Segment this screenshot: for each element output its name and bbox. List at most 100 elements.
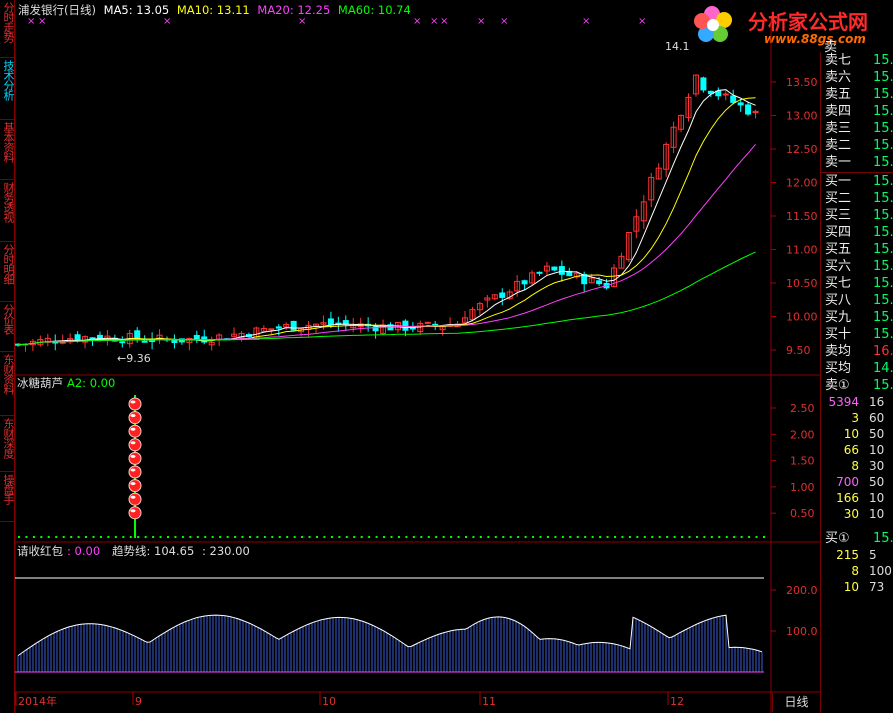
period-button[interactable]: 日线 (772, 693, 820, 712)
candle-body (499, 292, 506, 298)
order-level-label: 卖五 (825, 87, 852, 102)
price-tick-label: 12.00 (786, 177, 818, 190)
ma60-label: MA60: 10.74 (337, 3, 411, 17)
candle-body (231, 333, 238, 337)
side-tab-2[interactable]: 基本资料 (0, 120, 15, 180)
side-tab-0[interactable]: 分时走势 (0, 0, 15, 58)
ind1-dot (293, 536, 296, 538)
order-level-label: 卖① (825, 378, 850, 393)
order-level-price: 15. (873, 138, 893, 153)
order-level-label: 买① (825, 531, 850, 546)
gourd-shine (130, 509, 136, 513)
sell-level-row: 卖三 15. (825, 120, 893, 137)
order-level-label: 买一 (825, 174, 852, 189)
ind1-dot (301, 536, 304, 538)
ind1-tick-label: 2.00 (790, 428, 815, 441)
ind1-dot (494, 536, 497, 538)
side-tab-4[interactable]: 分时明细 (0, 242, 15, 302)
ind1-dot (278, 536, 281, 538)
ind1-dot (308, 536, 311, 538)
ind1-dot (144, 536, 147, 538)
queue-count: 73 (869, 580, 885, 594)
side-tab-8[interactable]: 操盘手 (0, 472, 15, 522)
candle-body (655, 167, 662, 180)
candle-body (469, 309, 476, 321)
ind1-dot (167, 536, 169, 538)
trend-curve (17, 614, 763, 657)
ma10-label: MA10: 13.11 (176, 3, 250, 17)
order-level-label: 买十 (825, 327, 852, 342)
ind1-tick-label: 0.50 (790, 507, 815, 520)
sell-queue-row: 166 10 (821, 490, 893, 506)
ind2-tick-label: 200.0 (786, 584, 818, 597)
ind1-dot (614, 536, 616, 538)
candle-body (134, 330, 141, 340)
date-label: 9 (135, 695, 142, 708)
order-level-label: 卖七 (825, 53, 852, 68)
side-tab-1[interactable]: 技术分析 (0, 58, 15, 120)
ind1-dot (532, 536, 535, 538)
buy-level-row: 买四 15. (825, 224, 893, 241)
ind1-dot (472, 536, 475, 538)
signal-marker: × (638, 16, 646, 27)
gourd-shine (130, 482, 136, 486)
buy-level-row: 买七 15. (825, 275, 893, 292)
side-tab-7[interactable]: 东财深度 (0, 416, 15, 472)
queue-count: 10 (869, 491, 885, 505)
buy-queue-row: 8 100 (821, 563, 893, 579)
gourd-ball (128, 397, 142, 411)
candle-body (618, 255, 625, 269)
ind1-dot (189, 536, 192, 538)
order-level-price: 15. (873, 70, 893, 85)
ind1-dot (599, 536, 602, 538)
ind1-dot (539, 536, 542, 538)
candle-body (678, 114, 685, 130)
ind1-dot (450, 536, 453, 538)
buy-level-row: 买八 15. (825, 292, 893, 309)
candied-haws-icon (128, 395, 142, 538)
moving-average-lines (17, 89, 756, 346)
candle-body (74, 334, 81, 342)
side-tab-3[interactable]: 财务透视 (0, 180, 15, 242)
buy-queue-row: 215 5 (821, 547, 893, 563)
candle-body (648, 176, 655, 201)
ind1-dot (62, 536, 65, 538)
candle-body (573, 272, 580, 278)
side-tab-5[interactable]: 分价表 (0, 302, 15, 352)
gourd-shine (130, 427, 136, 431)
ind1-dot (211, 536, 214, 538)
avg-buy-row: 买均 14. (825, 360, 893, 377)
ind1-dot (286, 536, 289, 538)
ind1-dot (688, 536, 691, 538)
queue-volume: 215 (836, 548, 859, 562)
order-level-price: 15. (873, 225, 893, 240)
order-level-label: 买九 (825, 310, 852, 325)
low-price-annotation: ←9.36 (117, 352, 151, 365)
candle-body (700, 77, 707, 91)
date-label: 11 (482, 695, 496, 708)
candle-body (238, 332, 245, 339)
ind1-dot (196, 536, 199, 538)
ind1-dot (181, 536, 184, 538)
ind1-dot (345, 536, 348, 538)
order-level-label: 买五 (825, 242, 852, 257)
ind1-dot (174, 536, 177, 538)
ind1-dot (666, 536, 669, 538)
candle-body (89, 337, 96, 340)
ind1-dot (725, 536, 728, 538)
ind1-dot (681, 536, 684, 538)
ind1-dot (643, 536, 646, 538)
queue-count: 100 (869, 564, 892, 578)
gourd-shine (130, 400, 136, 404)
ind1-dot (502, 536, 505, 538)
buy-level-row: 买三 15. (825, 207, 893, 224)
candle-body (59, 341, 66, 344)
ind1-dot (40, 536, 43, 538)
chart-canvas[interactable]: 13.50 13.00 12.50 12.00 11.50 11.00 10.50 10.00… (0, 0, 820, 713)
side-tab-6[interactable]: 东财资料 (0, 352, 15, 416)
ind1-dot (316, 536, 318, 538)
order-level-label: 买六 (825, 259, 852, 274)
gourd-ball (128, 479, 142, 493)
candle-body (551, 266, 558, 271)
indicator2-axis: 200.0 100.0 (771, 584, 818, 638)
